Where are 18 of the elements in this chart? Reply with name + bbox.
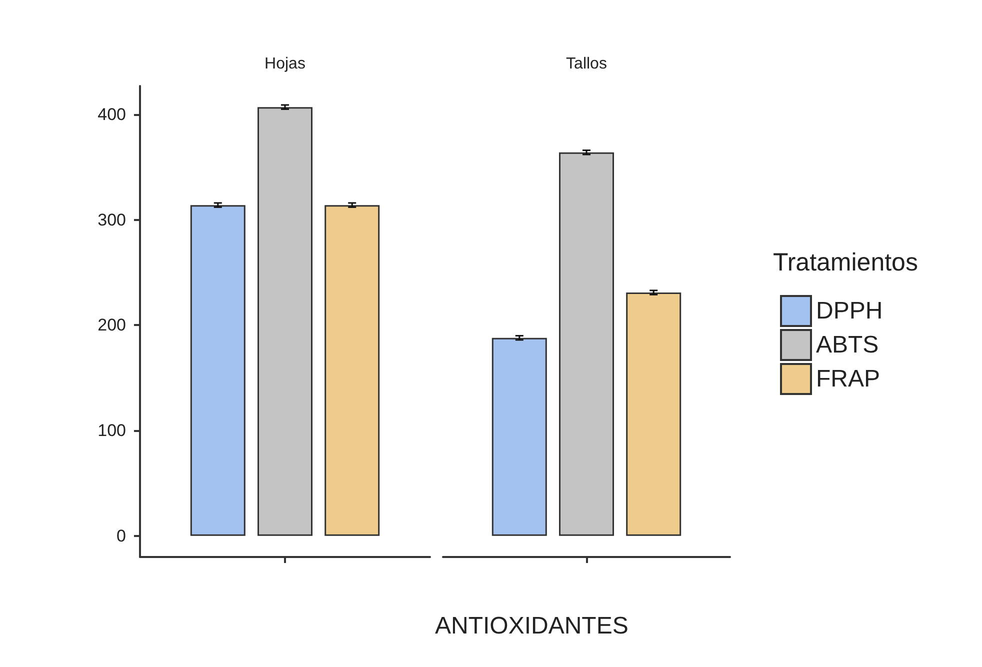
- bar: [559, 152, 614, 536]
- legend-title: Tratamientos: [773, 248, 918, 276]
- legend-label: DPPH: [816, 298, 883, 324]
- y-tick-label: 400: [98, 104, 126, 124]
- bar: [324, 205, 380, 536]
- y-tick-label: 200: [98, 316, 126, 335]
- bar: [258, 107, 312, 536]
- bar: [626, 292, 682, 536]
- y-tick-label: 0: [116, 526, 126, 546]
- bar: [190, 205, 246, 536]
- bar: [492, 338, 547, 536]
- legend-label: FRAP: [816, 366, 880, 392]
- x-tick-label: Tallos: [566, 56, 607, 72]
- y-tick-label: 100: [98, 421, 126, 440]
- legend-label: ABTS: [816, 332, 879, 358]
- y-tick-label: 300: [98, 210, 126, 230]
- x-tick-label: Hojas: [264, 56, 306, 72]
- x-axis-title: ANTIOXIDANTES: [435, 612, 628, 640]
